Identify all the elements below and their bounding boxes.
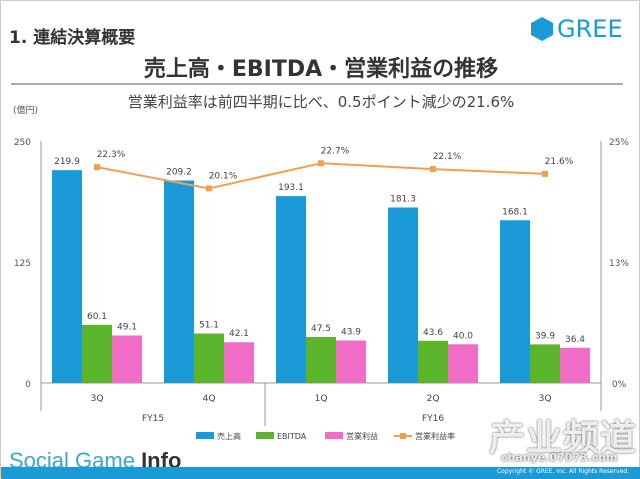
left-tick: 250 bbox=[14, 138, 31, 148]
legend-swatch bbox=[325, 432, 343, 439]
legend-label: 売上高 bbox=[217, 431, 241, 441]
group-label: FY15 bbox=[142, 414, 164, 424]
rate-point bbox=[318, 160, 324, 167]
bar-2 bbox=[560, 347, 590, 383]
data-label: 60.1 bbox=[87, 312, 107, 322]
bar-0 bbox=[52, 170, 82, 383]
bar-2 bbox=[336, 340, 366, 383]
watermark-url: chanye.07073.com bbox=[501, 451, 618, 464]
data-label: 49.1 bbox=[117, 322, 137, 332]
category-label: 2Q bbox=[427, 394, 440, 404]
group-label: FY16 bbox=[422, 414, 444, 424]
data-label: 42.1 bbox=[229, 329, 249, 339]
legend-label: EBITDA bbox=[277, 432, 307, 441]
rate-label: 22.3% bbox=[97, 150, 126, 160]
gree-logo: GREE bbox=[531, 15, 623, 43]
rate-point bbox=[430, 166, 436, 173]
logo-text: GREE bbox=[557, 15, 623, 43]
category-label: 3Q bbox=[91, 394, 104, 404]
unit-label: (億円) bbox=[13, 106, 39, 116]
rate-label: 22.1% bbox=[433, 152, 462, 162]
footer-bar bbox=[1, 467, 640, 479]
bar-2 bbox=[224, 342, 254, 383]
data-label: 193.1 bbox=[278, 183, 304, 193]
bar-1 bbox=[530, 344, 560, 383]
data-label: 181.3 bbox=[390, 195, 416, 205]
bar-0 bbox=[164, 180, 194, 383]
bar-1 bbox=[306, 337, 336, 383]
bar-0 bbox=[500, 220, 530, 383]
data-label: 209.2 bbox=[166, 167, 192, 177]
data-label: 47.5 bbox=[311, 324, 331, 334]
data-label: 39.9 bbox=[535, 331, 555, 341]
chart: 0 125 250 0% 13% 25% 219.9 60.1 49.1 3Q 209.2 51.1 4… bbox=[14, 138, 630, 441]
bar-0 bbox=[388, 207, 418, 383]
data-label: 219.9 bbox=[54, 157, 80, 167]
legend-swatch bbox=[256, 432, 274, 439]
data-label: 36.4 bbox=[565, 335, 585, 345]
right-tick: 25% bbox=[609, 138, 629, 148]
data-label: 43.6 bbox=[423, 328, 443, 338]
hexagon-icon bbox=[531, 17, 553, 41]
bar-1 bbox=[82, 324, 112, 383]
data-label: 168.1 bbox=[502, 207, 528, 217]
subtitle: 営業利益率は前四半期に比べ、0.5ポイント減少の21.6% bbox=[127, 93, 515, 111]
page-title: 売上高・EBITDA・営業利益の推移 bbox=[143, 57, 499, 82]
bar-2 bbox=[448, 344, 478, 383]
data-label: 51.1 bbox=[199, 321, 219, 331]
legend-label: 営業利益 bbox=[346, 431, 378, 441]
rate-point bbox=[94, 164, 100, 171]
data-label: 40.0 bbox=[453, 331, 473, 341]
section-heading: 1. 連結決算概要 bbox=[9, 28, 136, 48]
legend-label: 営業利益率 bbox=[415, 431, 455, 441]
right-tick: 0% bbox=[612, 380, 627, 390]
legend-swatch bbox=[196, 432, 214, 439]
bar-1 bbox=[194, 333, 224, 383]
bar-0 bbox=[276, 196, 306, 383]
rate-point bbox=[542, 170, 548, 177]
watermark: 产业频道 bbox=[489, 418, 638, 459]
bar-1 bbox=[418, 340, 448, 383]
left-tick: 0 bbox=[25, 380, 31, 390]
right-tick: 13% bbox=[609, 259, 629, 269]
data-label: 43.9 bbox=[341, 328, 361, 338]
rate-label: 20.1% bbox=[209, 171, 238, 181]
left-tick: 125 bbox=[14, 259, 31, 269]
category-label: 4Q bbox=[203, 394, 216, 404]
divider bbox=[11, 83, 623, 85]
rate-point bbox=[206, 185, 212, 192]
rate-label: 22.7% bbox=[321, 146, 350, 156]
copyright: Copyright © GREE, Inc. All Rights Reserv… bbox=[496, 468, 629, 475]
bar-2 bbox=[112, 335, 142, 383]
rate-label: 21.6% bbox=[545, 157, 574, 167]
legend-marker bbox=[400, 433, 406, 439]
category-label: 1Q bbox=[315, 394, 328, 404]
category-label: 3Q bbox=[539, 394, 552, 404]
